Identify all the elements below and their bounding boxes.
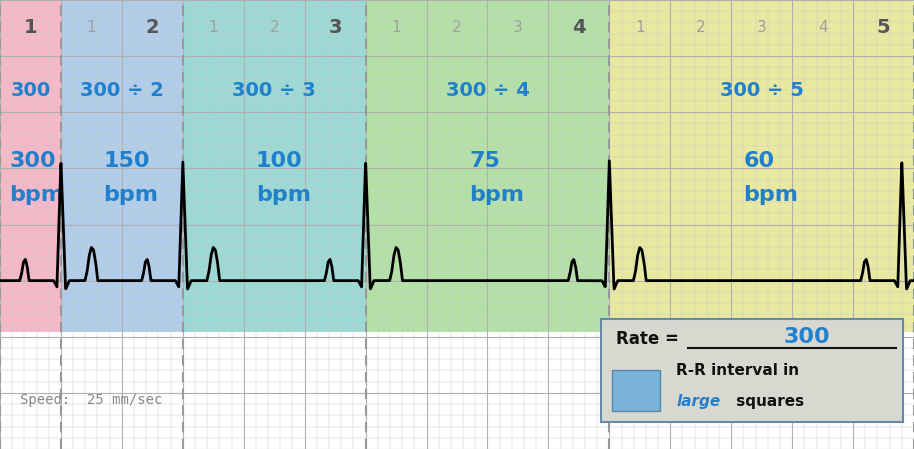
- Text: 2: 2: [696, 20, 706, 35]
- Text: 300 ÷ 3: 300 ÷ 3: [232, 81, 316, 100]
- Text: Speed:  25 mm/sec: Speed: 25 mm/sec: [20, 392, 163, 407]
- Text: 2: 2: [270, 20, 279, 35]
- Text: 300 ÷ 2: 300 ÷ 2: [80, 81, 164, 100]
- Text: 100: 100: [256, 151, 303, 171]
- Text: 300: 300: [10, 81, 50, 100]
- Text: squares: squares: [731, 394, 804, 409]
- Text: 1: 1: [208, 20, 218, 35]
- Text: 1: 1: [635, 20, 644, 35]
- Text: 3: 3: [513, 20, 523, 35]
- Bar: [612, 370, 660, 411]
- Text: bpm: bpm: [103, 185, 159, 205]
- FancyBboxPatch shape: [601, 319, 903, 422]
- Bar: [61, 0, 183, 332]
- Bar: [366, 0, 610, 332]
- Text: 1: 1: [24, 18, 37, 37]
- Text: 60: 60: [743, 151, 774, 171]
- Text: 5: 5: [877, 18, 890, 37]
- Text: 4: 4: [818, 20, 827, 35]
- Text: Rate =: Rate =: [616, 330, 685, 348]
- Text: 75: 75: [469, 151, 500, 171]
- Text: 300: 300: [9, 151, 56, 171]
- Text: bpm: bpm: [256, 185, 311, 205]
- Text: bpm: bpm: [469, 185, 525, 205]
- Text: 150: 150: [103, 151, 150, 171]
- Text: 3: 3: [757, 20, 767, 35]
- Text: bpm: bpm: [9, 185, 64, 205]
- Text: 4: 4: [572, 18, 586, 37]
- Text: 3: 3: [328, 18, 342, 37]
- Bar: [610, 0, 914, 332]
- Text: 300 ÷ 4: 300 ÷ 4: [445, 81, 529, 100]
- Text: 300: 300: [783, 327, 830, 347]
- Text: 1: 1: [391, 20, 401, 35]
- Bar: [183, 0, 366, 332]
- Bar: [0, 0, 61, 332]
- Text: 2: 2: [452, 20, 462, 35]
- Text: 2: 2: [145, 18, 159, 37]
- Text: bpm: bpm: [743, 185, 799, 205]
- Text: R-R interval in: R-R interval in: [676, 363, 800, 378]
- Text: large: large: [676, 394, 720, 409]
- Text: 1: 1: [87, 20, 96, 35]
- Text: 300 ÷ 5: 300 ÷ 5: [719, 81, 803, 100]
